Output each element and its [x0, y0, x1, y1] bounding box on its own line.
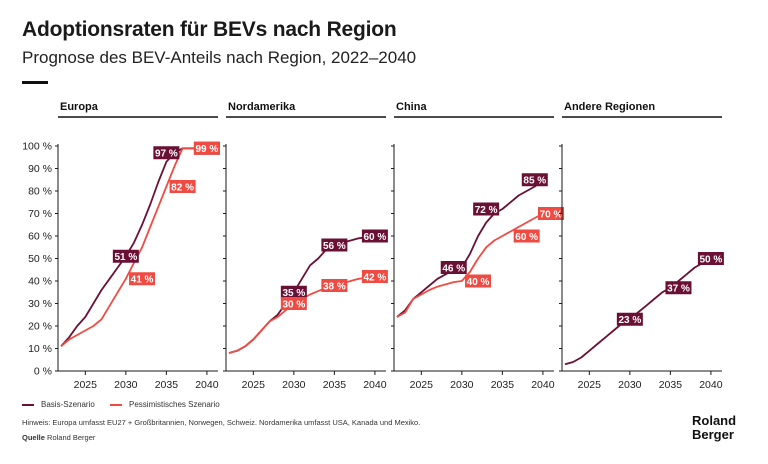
data-label-nordamerika-pessimistic-2: 42 % — [363, 272, 386, 283]
data-label-box-nordamerika-basis-0 — [280, 285, 307, 299]
chart-subtitle: Prognose des BEV-Anteils nach Region, 20… — [22, 48, 417, 67]
x-tick-label-europa-2035: 2035 — [155, 379, 179, 391]
data-label-nordamerika-basis-0: 35 % — [282, 288, 305, 299]
data-label-box-europa-basis-1 — [153, 146, 180, 160]
footnote: Hinweis: Europa umfasst EU27 + Großbrita… — [22, 418, 421, 427]
data-label-europa-pessimistic-0: 41 % — [131, 275, 154, 286]
source-label: Quelle — [22, 433, 45, 442]
data-label-box-nordamerika-basis-2 — [361, 229, 388, 243]
y-tick-label-100: 100 % — [22, 141, 52, 153]
x-tick-label-andere-regionen-2040: 2040 — [699, 379, 723, 391]
x-tick-label-china-2030: 2030 — [450, 379, 474, 391]
roland-berger-logo: Roland Berger — [692, 414, 736, 442]
data-label-box-europa-pessimistic-0 — [129, 272, 156, 286]
data-label-box-china-pessimistic-1 — [513, 229, 540, 243]
series-line-china-pessimistic — [396, 212, 544, 318]
data-label-box-andere-regionen-basis-2 — [697, 252, 724, 265]
data-label-box-china-basis-0 — [440, 261, 467, 274]
data-label-nordamerika-pessimistic-1: 38 % — [323, 281, 346, 292]
y-tick-label-30: 30 % — [28, 298, 52, 310]
data-label-box-nordamerika-pessimistic-2 — [361, 270, 388, 283]
y-tick-label-60: 60 % — [28, 231, 52, 243]
data-label-china-basis-2: 85 % — [523, 176, 546, 187]
panel-title-europa: Europa — [60, 101, 99, 113]
title-accent-bar — [22, 81, 48, 84]
legend-basis-label: Basis-Szenario — [41, 400, 95, 409]
panel-title-china: China — [396, 101, 427, 113]
x-tick-label-nordamerika-2035: 2035 — [323, 379, 347, 391]
x-tick-label-nordamerika-2025: 2025 — [242, 379, 266, 391]
y-tick-label-0: 0 % — [34, 366, 52, 378]
data-label-box-nordamerika-pessimistic-1 — [321, 279, 348, 292]
panel-title-andere-regionen: Andere Regionen — [564, 101, 655, 113]
y-tick-label-50: 50 % — [28, 253, 52, 265]
x-tick-label-nordamerika-2030: 2030 — [282, 379, 306, 391]
legend-pessimistic-swatch — [110, 403, 122, 406]
series-line-china-basis — [396, 179, 544, 318]
y-tick-label-10: 10 % — [28, 343, 52, 355]
x-tick-label-china-2040: 2040 — [531, 379, 555, 391]
legend-basis-swatch — [22, 403, 34, 406]
chart-title: Adoptionsraten für BEVs nach Region — [22, 18, 397, 41]
y-tick-label-40: 40 % — [28, 276, 52, 288]
data-label-andere-regionen-basis-2: 50 % — [699, 254, 722, 265]
y-tick-label-90: 90 % — [28, 163, 52, 175]
data-label-china-basis-0: 46 % — [442, 263, 465, 274]
x-tick-label-europa-2030: 2030 — [114, 379, 138, 391]
series-line-europa-basis — [60, 147, 207, 347]
data-label-nordamerika-pessimistic-0: 30 % — [282, 299, 305, 310]
x-tick-label-andere-regionen-2030: 2030 — [618, 379, 642, 391]
x-tick-label-china-2025: 2025 — [410, 379, 434, 391]
series-line-andere-regionen-basis — [564, 257, 712, 366]
data-label-nordamerika-basis-2: 60 % — [363, 232, 386, 243]
series-line-europa-pessimistic — [60, 147, 207, 347]
x-tick-label-europa-2025: 2025 — [74, 379, 98, 391]
source-text: Roland Berger — [47, 433, 96, 442]
y-tick-label-20: 20 % — [28, 321, 52, 333]
logo-line-1: Roland — [692, 413, 737, 428]
legend-pessimistic: Pessimistisches Szenario — [110, 400, 220, 409]
data-label-box-europa-pessimistic-2 — [193, 141, 220, 155]
legend-pessimistic-label: Pessimistisches Szenario — [129, 400, 220, 409]
data-label-box-china-basis-2 — [521, 173, 548, 187]
x-tick-label-nordamerika-2040: 2040 — [363, 379, 387, 391]
data-label-box-europa-pessimistic-1 — [169, 180, 196, 193]
y-tick-label-70: 70 % — [28, 208, 52, 220]
data-label-europa-pessimistic-1: 82 % — [171, 182, 194, 193]
data-label-box-nordamerika-pessimistic-0 — [280, 297, 307, 310]
x-tick-label-andere-regionen-2035: 2035 — [659, 379, 683, 391]
data-label-box-china-pessimistic-0 — [465, 274, 492, 288]
x-tick-label-europa-2040: 2040 — [195, 379, 219, 391]
legend-basis: Basis-Szenario — [22, 400, 95, 409]
panel-title-nordamerika: Nordamerika — [228, 101, 296, 113]
data-label-china-pessimistic-2: 70 % — [540, 209, 563, 220]
logo-line-2: Berger — [692, 427, 734, 442]
data-label-box-europa-basis-0 — [112, 249, 139, 263]
data-label-box-china-pessimistic-2 — [538, 207, 564, 220]
data-label-china-pessimistic-0: 40 % — [467, 277, 490, 288]
data-label-europa-basis-0: 51 % — [114, 252, 137, 263]
data-label-europa-basis-1: 97 % — [155, 149, 178, 160]
data-label-box-nordamerika-basis-1 — [321, 238, 348, 252]
data-label-andere-regionen-basis-0: 23 % — [618, 315, 641, 326]
x-tick-label-andere-regionen-2025: 2025 — [578, 379, 602, 391]
data-label-china-pessimistic-1: 60 % — [515, 232, 538, 243]
data-label-box-china-basis-1 — [473, 202, 500, 216]
y-tick-label-80: 80 % — [28, 186, 52, 198]
charts-svg: 0 % 10 % 20 % 30 % 40 % 50 % 60 % 70 % 80 % 90 % 1… — [22, 101, 724, 391]
data-label-europa-pessimistic-2: 99 % — [195, 144, 218, 155]
data-label-nordamerika-basis-1: 56 % — [323, 241, 346, 252]
data-label-box-andere-regionen-basis-0 — [616, 312, 643, 326]
data-label-andere-regionen-basis-1: 37 % — [667, 284, 690, 295]
x-tick-label-china-2035: 2035 — [491, 379, 515, 391]
data-label-china-basis-1: 72 % — [475, 205, 498, 216]
source-line: Quelle Roland Berger — [22, 433, 95, 442]
data-label-box-andere-regionen-basis-1 — [665, 281, 692, 295]
